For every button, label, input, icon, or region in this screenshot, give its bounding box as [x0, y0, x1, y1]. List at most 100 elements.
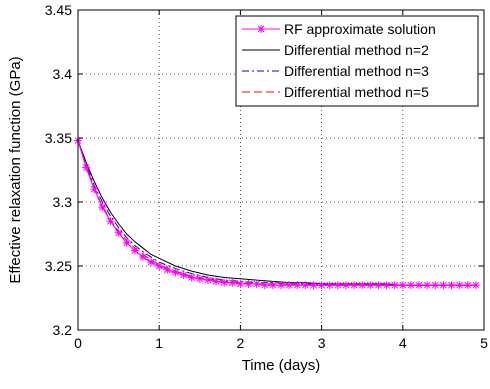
data-point — [471, 281, 480, 290]
marker-stroke — [180, 271, 187, 279]
marker-stroke — [448, 281, 455, 289]
marker-stroke — [375, 281, 382, 289]
data-point — [341, 281, 350, 290]
data-point — [228, 278, 237, 287]
data-point — [325, 281, 334, 290]
plot-frame — [77, 9, 485, 331]
legend-label: Differential method n=5 — [284, 84, 429, 100]
data-point — [285, 281, 294, 290]
series-0 — [74, 136, 480, 290]
data-point — [82, 163, 91, 172]
marker-stroke — [269, 281, 277, 289]
marker-stroke — [220, 279, 228, 286]
data-point — [179, 270, 188, 279]
marker-stroke — [188, 274, 196, 281]
data-point — [293, 281, 302, 290]
marker-stroke — [107, 217, 114, 225]
marker-stroke — [366, 281, 374, 289]
marker-stroke — [257, 25, 265, 33]
marker-stroke — [391, 281, 399, 289]
legend: RF approximate solution Differential meth… — [235, 15, 479, 107]
data-point — [374, 281, 383, 290]
y-tick-label: 3.4 — [53, 66, 73, 82]
marker-stroke — [228, 279, 236, 286]
data-point — [382, 281, 391, 290]
legend-entry: Differential method n=5 — [242, 84, 429, 100]
data-point — [122, 238, 131, 247]
data-point — [252, 279, 261, 288]
data-point — [163, 265, 172, 274]
marker-stroke — [90, 185, 98, 193]
marker-stroke — [423, 281, 431, 289]
data-point — [366, 281, 375, 290]
data-point — [398, 281, 407, 290]
marker-stroke — [358, 281, 366, 289]
marker-stroke — [383, 281, 390, 289]
marker-stroke — [147, 258, 155, 266]
y-tick-label: 3.25 — [45, 258, 72, 274]
marker-stroke — [123, 239, 131, 247]
data-point — [390, 281, 399, 290]
data-point — [358, 281, 367, 290]
marker-stroke — [293, 281, 301, 289]
marker-stroke — [139, 253, 147, 261]
data-point — [195, 274, 204, 283]
data-point — [220, 278, 229, 287]
legend-box — [235, 15, 479, 107]
legend-label: Differential method n=2 — [284, 42, 429, 58]
data-point — [187, 273, 196, 282]
data-point — [147, 258, 156, 267]
legend-entry: RF approximate solution — [242, 21, 436, 37]
marker-stroke — [204, 276, 212, 284]
x-tick-label: 4 — [399, 335, 407, 351]
data-point — [98, 203, 107, 212]
marker-stroke — [431, 281, 439, 289]
marker-stroke — [245, 280, 252, 288]
marker-stroke — [456, 281, 463, 289]
x-tick-label: 2 — [237, 335, 245, 351]
marker-stroke — [253, 280, 260, 288]
x-tick-label: 3 — [318, 335, 326, 351]
data-point — [447, 281, 456, 290]
marker-stroke — [277, 281, 285, 289]
data-point — [260, 281, 269, 290]
marker-stroke — [237, 280, 244, 288]
x-axis-label: Time (days) — [242, 357, 321, 374]
data-point — [212, 277, 221, 286]
data-point — [244, 279, 253, 288]
marker-stroke — [155, 262, 163, 270]
marker-stroke — [310, 281, 317, 289]
data-point — [155, 262, 164, 270]
data-point — [236, 279, 245, 288]
marker-stroke — [415, 281, 423, 289]
y-tick-label: 3.35 — [45, 130, 72, 146]
y-tick-label: 3.3 — [53, 194, 73, 210]
data-point — [90, 185, 99, 194]
data-point — [203, 276, 212, 285]
data-point — [415, 281, 424, 290]
data-point — [455, 281, 464, 290]
data-point — [130, 246, 139, 255]
marker-stroke — [285, 281, 293, 289]
data-point — [439, 281, 448, 290]
marker-stroke — [131, 247, 139, 254]
marker-stroke — [172, 269, 179, 276]
marker-stroke — [82, 164, 90, 171]
y-axis-label: Effective relaxation function (GPa) — [7, 56, 24, 283]
marker-stroke — [212, 278, 220, 285]
marker-stroke — [318, 281, 325, 289]
data-point — [277, 281, 285, 290]
marker-stroke — [302, 281, 309, 289]
marker-stroke — [261, 281, 269, 289]
legend-label: RF approximate solution — [284, 21, 436, 37]
marker-stroke — [99, 203, 106, 211]
marker-stroke — [440, 281, 447, 289]
data-point — [463, 281, 472, 290]
data-point — [114, 228, 123, 237]
axis-ticks: 0 1 2 3 4 5 3.2 3.25 3.3 3.35 3.4 3.45 — [45, 2, 488, 351]
data-point — [268, 281, 277, 290]
data-point — [138, 253, 147, 262]
y-tick-label: 3.45 — [45, 2, 72, 18]
marker-stroke — [399, 281, 407, 289]
data-point — [317, 281, 326, 290]
